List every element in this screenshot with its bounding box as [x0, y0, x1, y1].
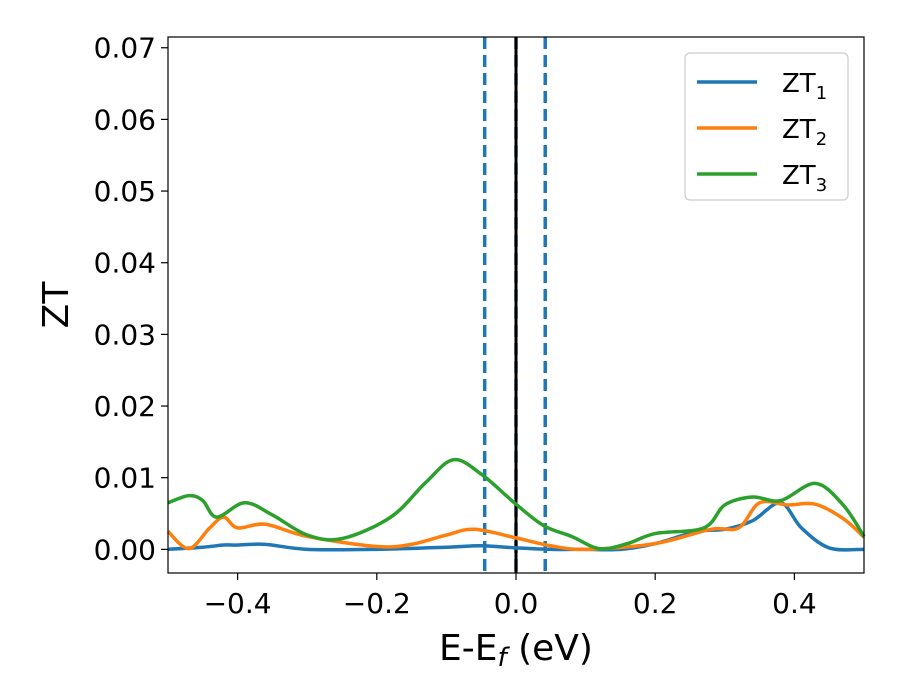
y-tick-label: 0.00 — [94, 533, 156, 566]
x-axis-label-unit: (eV) — [507, 628, 593, 669]
x-tick-label: 0.2 — [633, 587, 678, 620]
y-tick-label: 0.07 — [94, 32, 156, 65]
x-axis-ticks: −0.4 −0.2 0.0 0.2 0.4 — [204, 573, 817, 620]
vertical-lines — [482, 37, 547, 573]
y-axis-label: ZT — [36, 281, 77, 329]
y-tick-label: 0.02 — [94, 390, 156, 423]
series-line-zt1 — [167, 501, 865, 552]
x-tick-label: 0.4 — [772, 587, 817, 620]
series-line-zt3 — [167, 457, 866, 551]
y-tick-label: 0.06 — [94, 103, 156, 136]
y-axis-ticks: 0.00 0.01 0.02 0.03 0.04 0.05 0.06 0.07 — [94, 32, 168, 566]
legend-box — [684, 52, 849, 201]
legend: ZT1 ZT2 ZT3 — [684, 52, 849, 201]
legend-label-zt2: ZT2 — [782, 115, 827, 150]
y-tick-label: 0.04 — [94, 247, 156, 280]
x-tick-label: 0.0 — [494, 587, 539, 620]
y-tick-label: 0.01 — [94, 462, 156, 495]
y-tick-label: 0.03 — [94, 318, 156, 351]
x-tick-label: −0.2 — [343, 587, 411, 620]
y-tick-label: 0.05 — [94, 175, 156, 208]
x-tick-label: −0.4 — [204, 587, 272, 620]
x-axis-label-main: E-E — [439, 628, 497, 669]
series-layer — [166, 457, 866, 552]
legend-label-zt3: ZT3 — [782, 161, 827, 196]
legend-label-zt1: ZT1 — [782, 69, 827, 104]
x-axis-label: E-Ef (eV) — [439, 628, 593, 673]
